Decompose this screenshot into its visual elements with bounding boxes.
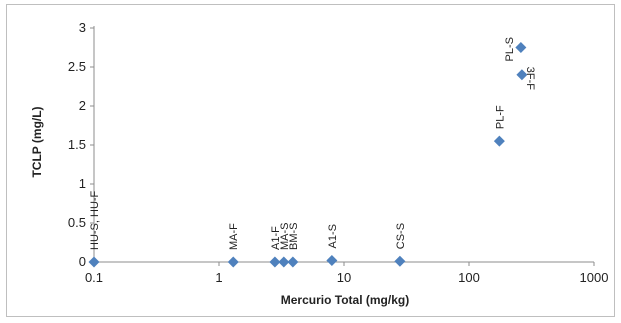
y-tick-label: 2.5 <box>68 59 86 74</box>
x-axis-title: Mercurio Total (mg/kg) <box>281 293 409 307</box>
data-point-label: HU-S, HU-F <box>89 190 101 250</box>
chart-frame <box>6 4 615 317</box>
data-point-marker <box>515 42 527 53</box>
data-point-marker <box>394 255 406 267</box>
data-point-label: PL-F <box>494 105 506 129</box>
y-tick-label: 2 <box>79 98 86 113</box>
data-point-label: MA-S <box>279 223 291 251</box>
data-point-marker <box>88 256 100 268</box>
y-tick-label: 1 <box>79 176 86 191</box>
axes <box>90 26 595 266</box>
x-tick-label: 10 <box>337 270 351 285</box>
x-tick-label: 100 <box>458 270 480 285</box>
data-point-marker <box>326 254 338 266</box>
data-points <box>88 42 528 268</box>
data-point-label: MA-F <box>228 223 240 250</box>
data-point-marker <box>493 135 505 147</box>
data-point-label: BM-S <box>288 223 300 251</box>
data-point-label: PL-S <box>504 37 516 61</box>
x-tick-label: 1 <box>215 270 222 285</box>
y-tick-label: 3 <box>79 20 86 35</box>
data-point-marker <box>269 256 281 268</box>
x-tick-label: 0.1 <box>85 270 103 285</box>
point-labels: HU-S, HU-F MA-F A1-FMA-SBM-S A1-S CS-S PL-F PL… <box>89 37 536 250</box>
y-tick-label: 1.5 <box>68 137 86 152</box>
data-point-marker <box>278 256 290 268</box>
data-point-marker <box>516 69 528 81</box>
data-point-label: A1-F <box>270 226 282 250</box>
y-tick-labels: 0 0.5 1 1.5 2 2.5 3 <box>68 20 86 269</box>
data-point-label: A1-S <box>327 224 339 248</box>
data-point-label: 3F-F <box>524 67 536 91</box>
data-point-marker <box>287 256 299 268</box>
y-axis-title: TCLP (mg/L) <box>30 106 44 177</box>
x-tick-labels: 0.1 1 10 100 1000 <box>85 270 609 285</box>
data-point-marker <box>227 256 239 268</box>
y-tick-label: 0.5 <box>68 215 86 230</box>
data-point-label: CS-S <box>395 223 407 249</box>
y-tick-label: 0 <box>79 254 86 269</box>
x-tick-label: 1000 <box>580 270 609 285</box>
